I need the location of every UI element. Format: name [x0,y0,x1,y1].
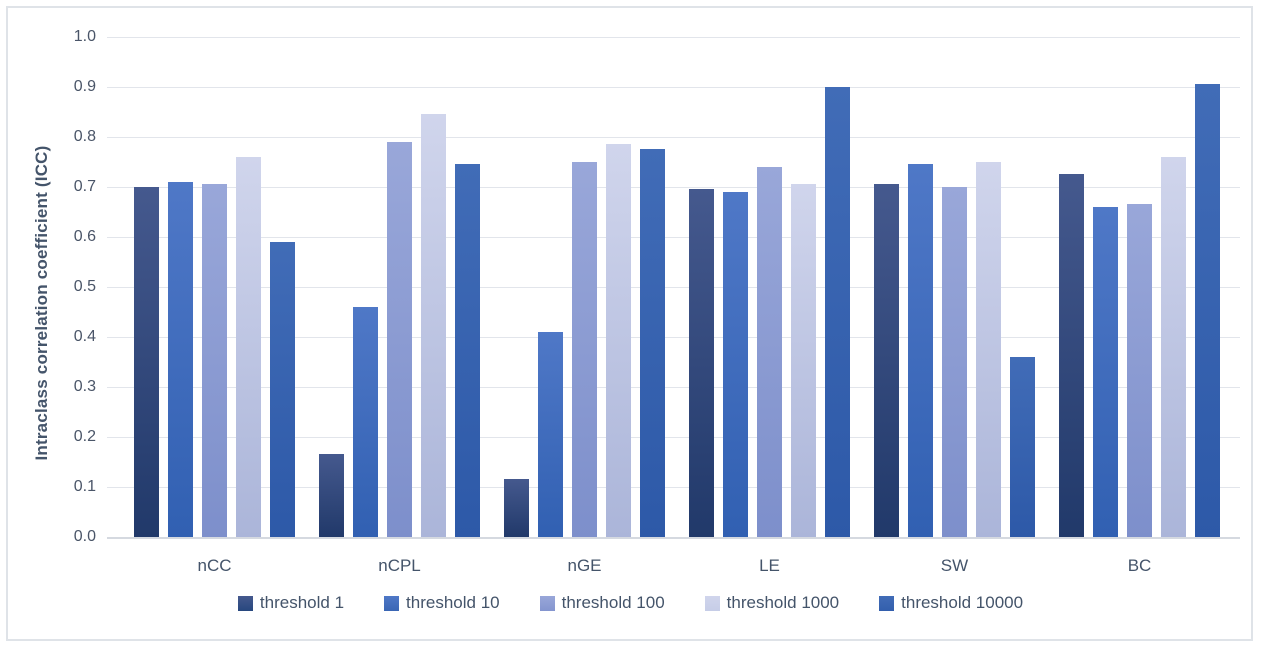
bar-nCPL-threshold-1 [319,454,344,537]
gridline [107,237,1240,238]
x-axis-line [107,537,1240,539]
y-tick-label: 0.2 [73,428,96,445]
gridline [107,187,1240,188]
bar-group-nGE [504,37,665,537]
y-tick-label: 1.0 [73,28,96,45]
legend-swatch-icon [539,595,555,611]
y-tick-label: 0.7 [73,178,96,195]
legend-item-threshold-10000: threshold 10000 [879,593,1023,613]
bar-group-LE [689,37,850,537]
y-tick-label: 0.4 [73,328,96,345]
bar-nCC-threshold-1 [134,187,159,537]
bar-SW-threshold-10000 [1010,357,1035,537]
bar-BC-threshold-1000 [1161,157,1186,537]
y-tick-label: 0.6 [73,228,96,245]
legend-label: threshold 10 [406,593,500,612]
bar-nCC-threshold-1000 [236,157,261,537]
bar-nCPL-threshold-100 [387,142,412,537]
legend-label: threshold 10000 [901,593,1024,612]
chart-border [6,6,1253,641]
y-tick-label: 0.1 [73,478,96,495]
bar-SW-threshold-10 [908,164,933,537]
gridline [107,337,1240,338]
legend-label: threshold 100 [561,593,665,612]
legend-item-threshold-100: threshold 100 [539,593,665,613]
bar-group-BC [1059,37,1220,537]
bar-nCC-threshold-10 [168,182,193,537]
gridline [107,287,1240,288]
y-tick-label: 0.9 [73,78,96,95]
bar-nGE-threshold-10 [538,332,563,537]
bar-nCPL-threshold-10000 [455,164,480,537]
x-axis-label-nCPL: nCPL [378,556,421,575]
plot-area [107,37,1240,539]
legend-label: threshold 1 [259,593,345,612]
legend-label: threshold 1000 [726,593,840,612]
y-tick-label: 0.3 [73,378,96,395]
legend-item-threshold-1: threshold 1 [237,593,345,613]
legend-item-threshold-10: threshold 10 [384,593,500,613]
legend-swatch-icon [879,595,895,611]
bar-SW-threshold-1000 [976,162,1001,537]
bar-group-nCPL [319,37,480,537]
gridline [107,37,1240,38]
legend-swatch-icon [704,595,720,611]
bar-BC-threshold-10 [1093,207,1118,537]
legend-swatch-icon [237,595,253,611]
legend: threshold 1 threshold 10 threshold 100 thre… [0,593,1261,613]
y-tick-label: 0.0 [73,528,96,545]
gridline [107,387,1240,388]
gridline [107,137,1240,138]
bar-LE-threshold-10 [723,192,748,537]
x-axis-label-BC: BC [1127,556,1152,575]
bar-nCC-threshold-100 [202,184,227,537]
gridline [107,437,1240,438]
bar-nGE-threshold-10000 [640,149,665,537]
bar-nCPL-threshold-10 [353,307,378,537]
bar-nCPL-threshold-1000 [421,114,446,537]
bar-nCC-threshold-10000 [270,242,295,537]
bar-group-nCC [134,37,295,537]
legend-swatch-icon [384,595,400,611]
gridline [107,87,1240,88]
bar-BC-threshold-10000 [1195,84,1220,537]
bar-nGE-threshold-100 [572,162,597,537]
bar-LE-threshold-100 [757,167,782,537]
x-axis-label-nGE: nGE [567,556,602,575]
x-axis-label-SW: SW [940,556,969,575]
bar-BC-threshold-1 [1059,174,1084,537]
y-tick-label: 0.5 [73,278,96,295]
x-axis-label-LE: LE [759,556,780,575]
gridline [107,487,1240,488]
bar-LE-threshold-10000 [825,87,850,537]
legend-item-threshold-1000: threshold 1000 [704,593,840,613]
bar-BC-threshold-100 [1127,204,1152,537]
bar-LE-threshold-1 [689,189,714,537]
bar-LE-threshold-1000 [791,184,816,537]
x-axis-label-nCC: nCC [197,556,232,575]
bar-SW-threshold-100 [942,187,967,537]
y-tick-label: 0.8 [73,128,96,145]
bar-nGE-threshold-1 [504,479,529,537]
bar-group-SW [874,37,1035,537]
bar-SW-threshold-1 [874,184,899,537]
bar-nGE-threshold-1000 [606,144,631,537]
